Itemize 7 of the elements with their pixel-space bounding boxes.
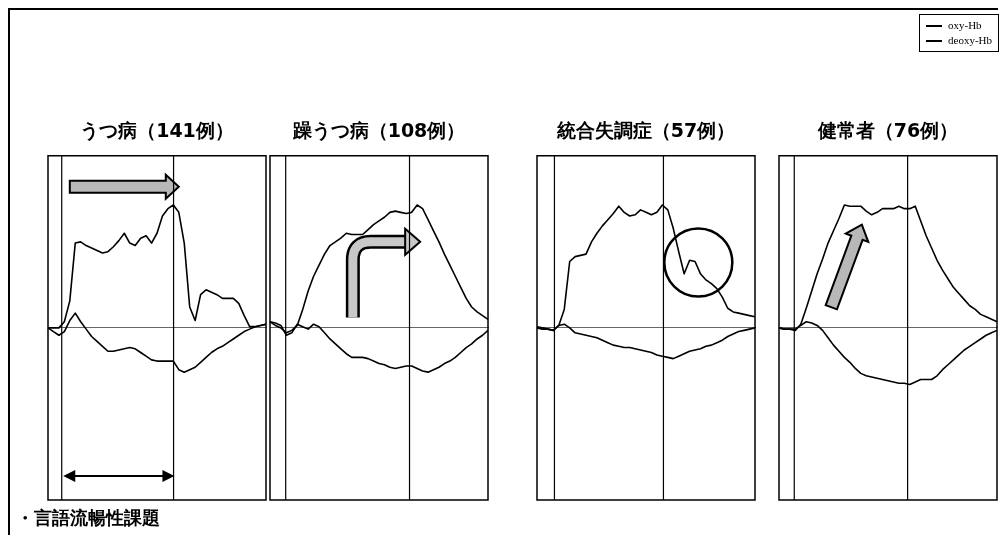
legend-label: oxy-Hb — [948, 18, 982, 33]
chart-title: 健常者（76例） — [816, 119, 959, 142]
chart-title: うつ病（141例） — [80, 119, 234, 143]
text: ・言語流暢性課題 — [16, 506, 160, 530]
chart-title: 躁うつ病（108例） — [291, 119, 466, 143]
legend-label: deoxy-Hb — [948, 33, 992, 48]
chart-title: 統合失調症（57例） — [555, 119, 736, 142]
